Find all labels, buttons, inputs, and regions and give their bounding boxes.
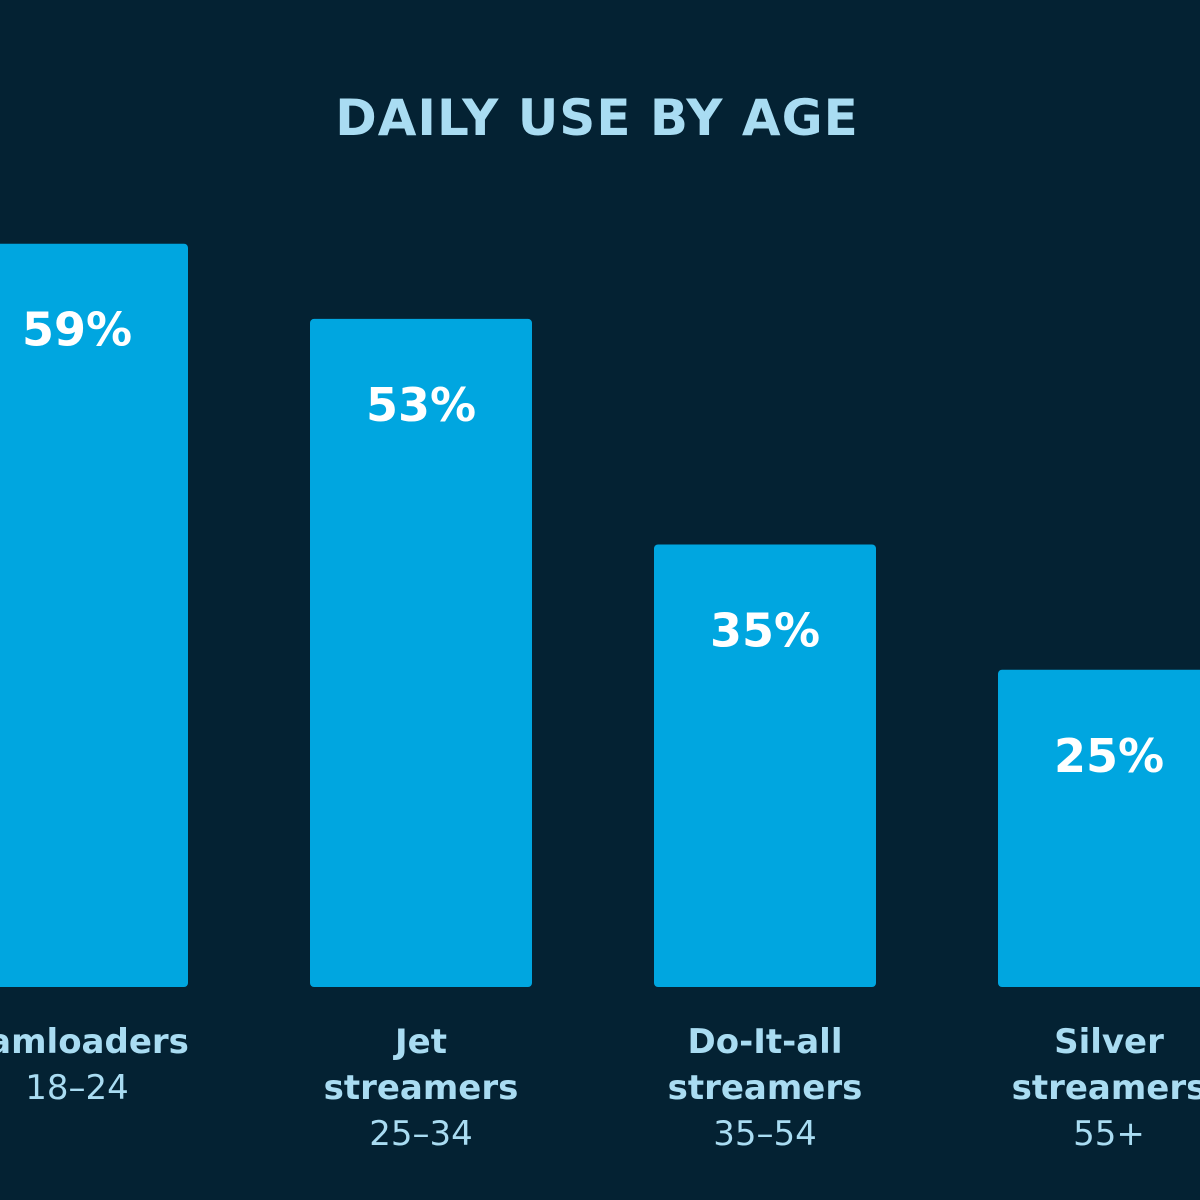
value-label-3: 35% — [710, 603, 820, 657]
category-age-1: 18–24 — [25, 1068, 129, 1108]
category-name-4-line-1: Silver — [1054, 1022, 1164, 1062]
bars-group — [0, 243, 1200, 987]
bar-2-base — [310, 979, 532, 983]
value-label-4: 25% — [1054, 729, 1164, 783]
chart-title: DAILY USE BY AGE — [335, 89, 859, 147]
category-name-1-line-1: eamloaders — [0, 1022, 189, 1062]
labels-group: 59% eamloaders 18–24 53% Jet streamers 25–34 35… — [0, 303, 1200, 1154]
bar-4 — [998, 669, 1200, 987]
category-name-2-line-1: Jet — [393, 1022, 447, 1062]
bar-1-base — [0, 979, 188, 983]
category-name-2-line-2: streamers — [324, 1068, 519, 1108]
bar-1 — [0, 243, 188, 987]
category-age-3: 35–54 — [713, 1114, 817, 1154]
category-age-4: 55+ — [1073, 1114, 1145, 1154]
bar-2 — [310, 318, 532, 987]
category-name-4-line-2: streamers — [1012, 1068, 1200, 1108]
value-label-2: 53% — [366, 378, 476, 432]
category-name-3-line-1: Do-It-all — [688, 1022, 843, 1062]
bar-3 — [654, 544, 876, 987]
bar-4-base — [998, 979, 1200, 983]
category-name-3-line-2: streamers — [668, 1068, 863, 1108]
bar-3-base — [654, 979, 876, 983]
value-label-1: 59% — [22, 303, 132, 357]
category-age-2: 25–34 — [369, 1114, 473, 1154]
